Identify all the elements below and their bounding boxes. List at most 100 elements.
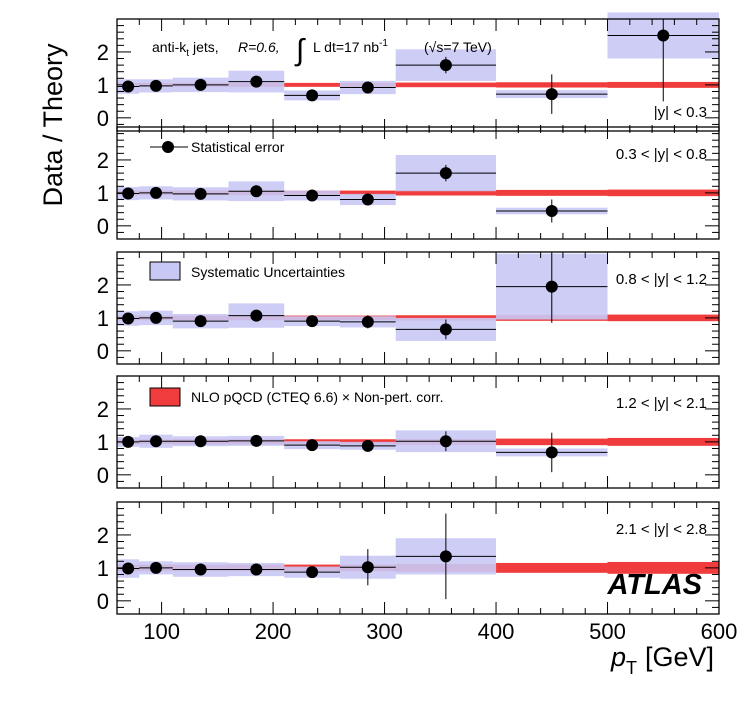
data-point (250, 434, 263, 447)
data-point (194, 435, 207, 448)
theory-band-segment (607, 561, 719, 574)
panel-frame (116, 501, 720, 615)
y-tick-label: 1 (97, 306, 109, 331)
y-tick-label: 2 (97, 273, 109, 298)
y-tick-label: 2 (97, 523, 109, 548)
y-axis-title: Data / Theory (38, 43, 68, 207)
x-tick-label: 300 (366, 619, 403, 644)
data-point (306, 89, 319, 102)
legend-theory: NLO pQCD (CTEQ 6.6) × Non-pert. corr. (149, 387, 443, 407)
header-jets: anti-kt jets, (152, 39, 219, 59)
data-point (194, 315, 207, 328)
data-point (361, 81, 374, 94)
data-point (545, 205, 558, 217)
header-jets-sub: t (186, 48, 189, 59)
x-tick-label: 500 (589, 619, 626, 644)
data-point (439, 59, 452, 72)
panel-frame (116, 251, 720, 365)
theory-band-segment (496, 562, 608, 573)
data-point (545, 446, 558, 459)
panel-1: 0 1 2 |y| < 0.3 (97, 12, 720, 132)
legend-systematic: Systematic Uncertainties (149, 261, 345, 281)
plot-layer: 0 1 2 |y| < 0.3 0 1 2 0.3 < |y| < 0.8 0 1 2 0.8 < |… (97, 12, 738, 644)
y-tick-label: 1 (97, 181, 109, 206)
data-point (545, 280, 558, 293)
data-point (361, 315, 374, 328)
rapidity-label: 1.2 < |y| < 2.1 (616, 395, 707, 412)
x-tick-label: 200 (255, 619, 292, 644)
theory-band-segment (496, 189, 608, 196)
data-point (361, 193, 374, 206)
data-point (250, 75, 263, 88)
theory-band-segment (607, 189, 719, 197)
data-point (250, 185, 263, 198)
legend-syst-swatch (149, 261, 181, 281)
header-luminosity: L dt=17 nb-1 (313, 38, 388, 55)
rapidity-label: |y| < 0.3 (654, 104, 707, 121)
x-axis-title: pT [GeV] (610, 642, 714, 678)
data-point (657, 29, 670, 42)
data-point (122, 187, 135, 200)
data-point (122, 80, 135, 93)
y-tick-label: 0 (97, 106, 109, 131)
x-tick-label: 600 (701, 619, 738, 644)
y-tick-label: 1 (97, 430, 109, 455)
data-point (306, 189, 319, 202)
theory-band-segment (395, 190, 497, 196)
data-point (306, 315, 319, 328)
y-tick-label: 0 (97, 589, 109, 614)
y-tick-label: 2 (97, 40, 109, 65)
x-tick-label: 100 (143, 619, 180, 644)
data-point (250, 309, 263, 322)
x-axis-title-unit: [GeV] (645, 642, 714, 672)
legend-statistical-error: Statistical error (150, 139, 285, 155)
y-tick-label: 0 (97, 463, 109, 488)
x-axis-title-sub: T (626, 658, 637, 678)
data-point (250, 563, 263, 576)
header-radius: R=0.6, (238, 39, 280, 55)
rapidity-label: 2.1 < |y| < 2.8 (616, 521, 707, 538)
panel-5: 0 1 2 2.1 < |y| < 2.8 (97, 501, 720, 615)
data-point (439, 323, 452, 336)
theory-band-segment (339, 190, 396, 196)
data-point (194, 187, 207, 200)
theory-band-segment (395, 82, 497, 88)
header-integral-sign: ∫ (294, 34, 306, 67)
legend-theory-label: NLO pQCD (CTEQ 6.6) × Non-pert. corr. (191, 389, 443, 405)
panel-2: 0 1 2 0.3 < |y| < 0.8 (97, 126, 720, 240)
header-luminosity-exp: -1 (379, 38, 388, 49)
x-tick-label: 400 (478, 619, 515, 644)
legend-stat-label: Statistical error (191, 139, 285, 155)
data-point (439, 167, 452, 180)
data-point (150, 311, 163, 324)
header-luminosity-text: L dt=17 nb (313, 39, 379, 55)
rapidity-label: 0.3 < |y| < 0.8 (616, 146, 707, 163)
y-tick-label: 1 (97, 556, 109, 581)
data-point (439, 550, 452, 563)
data-point (361, 561, 374, 574)
data-point (150, 79, 163, 92)
data-point (306, 439, 319, 452)
panel-4: 0 1 2 1.2 < |y| < 2.1 (97, 375, 720, 489)
y-tick-label: 2 (97, 397, 109, 422)
legend-syst-label: Systematic Uncertainties (191, 264, 345, 280)
y-tick-label: 1 (97, 73, 109, 98)
panel-frame (116, 126, 720, 240)
data-point (545, 88, 558, 101)
y-tick-label: 0 (97, 214, 109, 239)
data-point (150, 435, 163, 448)
data-point (150, 561, 163, 574)
y-tick-label: 0 (97, 339, 109, 364)
data-point (306, 566, 319, 579)
rapidity-label: 0.8 < |y| < 1.2 (616, 271, 707, 288)
data-point (194, 78, 207, 91)
data-point (194, 563, 207, 576)
header-sqrt-s: (√s=7 TeV) (424, 39, 492, 55)
theory-band-segment (607, 437, 719, 446)
data-point (122, 562, 135, 575)
data-point (150, 186, 163, 199)
panel-frame (116, 18, 720, 132)
header-jets-tail: jets, (192, 39, 219, 55)
theory-band-segment (607, 314, 719, 322)
